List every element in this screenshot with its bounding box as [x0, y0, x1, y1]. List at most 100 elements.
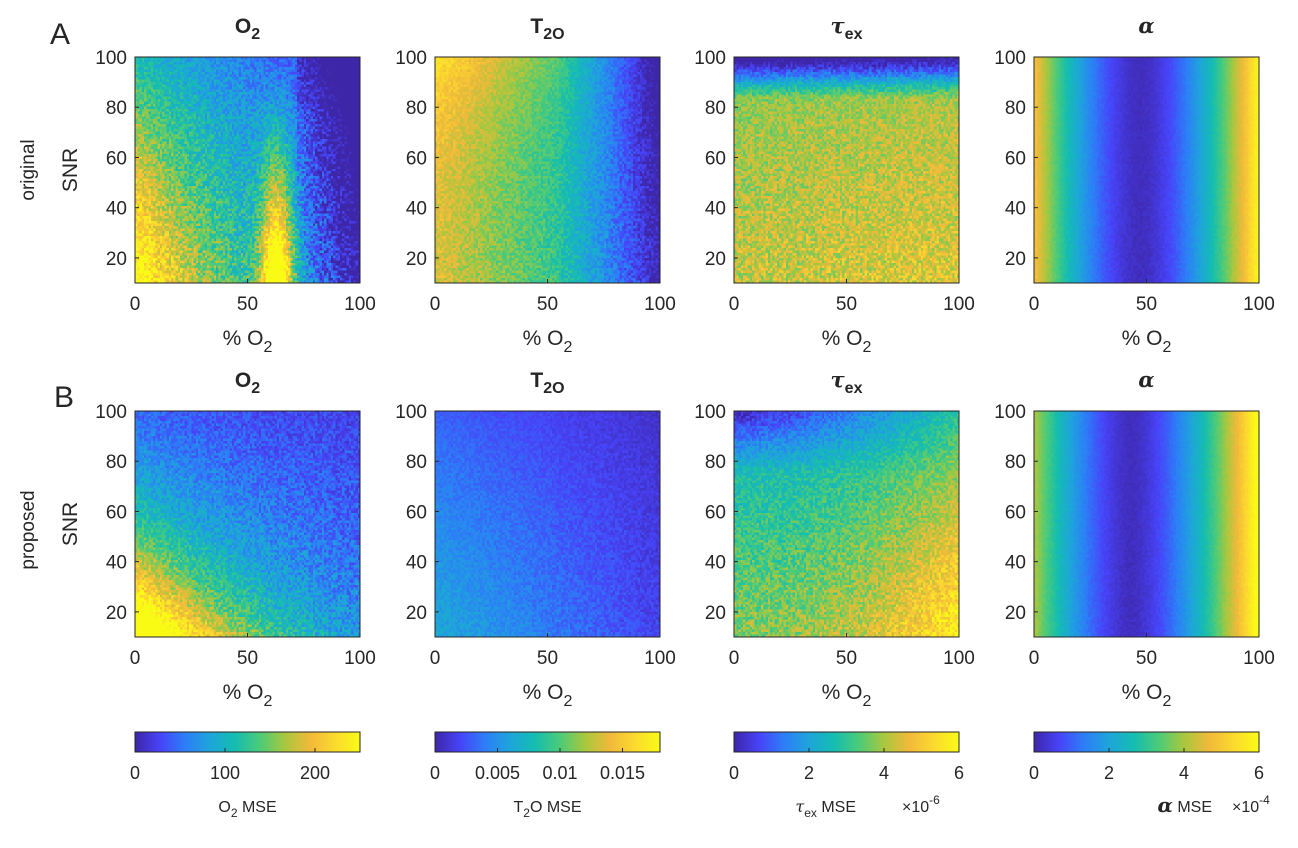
colorbar-label: O2 MSE: [218, 799, 276, 820]
x-tick-label: 50: [1136, 648, 1157, 669]
y-tick-label: 60: [106, 502, 127, 523]
y-tick-label: 20: [1005, 603, 1026, 624]
x-tick-label: 50: [836, 294, 857, 315]
y-tick-label: 80: [705, 452, 726, 473]
x-tick-label: 100: [943, 294, 975, 315]
colorbar-4: [1033, 731, 1260, 753]
heatmap-original-4: [1034, 57, 1259, 283]
y-tick-label: 80: [406, 98, 427, 119]
colorbar-tick-label: 0: [729, 763, 739, 783]
colorbar-label: α MSE: [1157, 793, 1212, 817]
panel-letter-b: B: [54, 381, 74, 414]
x-tick-label: 0: [1029, 294, 1040, 315]
x-tick-label: 100: [644, 294, 676, 315]
y-tick-label: 100: [994, 48, 1026, 69]
y-tick-label: 80: [705, 98, 726, 119]
y-tick-label: 40: [106, 553, 127, 574]
y-tick-label: 100: [95, 402, 127, 423]
x-tick-label: 100: [344, 648, 376, 669]
colorbar-2: [434, 731, 661, 753]
colorbar-label: τex MSE: [795, 797, 856, 820]
row-label-proposed: proposed: [18, 490, 39, 569]
x-axis-label: % O2: [822, 327, 872, 356]
x-tick-label: 0: [430, 648, 441, 669]
colorbar-tick-label: 0: [430, 763, 440, 783]
y-tick-label: 60: [705, 502, 726, 523]
y-tick-label: 60: [106, 148, 127, 169]
row-label-original: original: [18, 139, 39, 200]
panel-title: α: [1138, 13, 1154, 38]
y-tick-label: 60: [406, 148, 427, 169]
heatmap-proposed-2: [435, 411, 660, 637]
x-axis-label: % O2: [223, 327, 273, 356]
heatmap-original-3: [734, 57, 959, 283]
y-axis-label: SNR: [59, 148, 82, 192]
panel-title: τex: [831, 13, 863, 43]
y-tick-label: 20: [406, 603, 427, 624]
y-tick-label: 60: [1005, 148, 1026, 169]
x-tick-label: 0: [1029, 648, 1040, 669]
y-tick-label: 40: [1005, 553, 1026, 574]
panel-title: T2O: [530, 15, 564, 43]
y-tick-label: 40: [705, 199, 726, 220]
y-tick-label: 80: [1005, 452, 1026, 473]
y-tick-label: 20: [705, 249, 726, 270]
colorbar-tick-label: 0.005: [475, 763, 520, 783]
heatmap-proposed-4: [1034, 411, 1259, 637]
x-tick-label: 100: [943, 648, 975, 669]
heatmap-proposed-3: [734, 411, 959, 637]
colorbar-tick-label: 2: [804, 763, 814, 783]
y-tick-label: 20: [406, 249, 427, 270]
colorbar-exponent: ×10-6: [902, 793, 940, 816]
colorbar-tick-label: 6: [954, 763, 964, 783]
colorbar-tick-label: 0: [130, 763, 140, 783]
y-tick-label: 40: [406, 199, 427, 220]
x-tick-label: 100: [344, 294, 376, 315]
y-tick-label: 100: [95, 48, 127, 69]
x-tick-label: 50: [537, 648, 558, 669]
colorbar-3: [733, 731, 960, 753]
y-tick-label: 40: [406, 553, 427, 574]
y-tick-label: 60: [705, 148, 726, 169]
panel-title: O2: [235, 369, 260, 397]
panel-letter-a: A: [50, 18, 70, 51]
colorbar-tick-label: 2: [1104, 763, 1114, 783]
x-tick-label: 100: [1243, 648, 1275, 669]
heatmap-proposed-1: [135, 411, 360, 637]
colorbar-tick-label: 0.01: [542, 763, 577, 783]
x-tick-label: 50: [237, 294, 258, 315]
colorbar-tick-label: 200: [300, 763, 330, 783]
y-tick-label: 60: [406, 502, 427, 523]
y-tick-label: 20: [106, 603, 127, 624]
x-tick-label: 100: [1243, 294, 1275, 315]
x-axis-label: % O2: [523, 327, 573, 356]
colorbar-tick-label: 4: [1179, 763, 1189, 783]
colorbar-tick-label: 4: [879, 763, 889, 783]
y-tick-label: 20: [106, 249, 127, 270]
colorbar-label: T2O MSE: [513, 799, 581, 820]
colorbar-tick-label: 100: [210, 763, 240, 783]
y-axis-label: SNR: [59, 502, 82, 546]
y-tick-label: 80: [1005, 98, 1026, 119]
heatmap-original-1: [135, 57, 360, 283]
y-tick-label: 80: [106, 98, 127, 119]
heatmap-original-2: [435, 57, 660, 283]
x-axis-label: % O2: [822, 681, 872, 710]
x-tick-label: 50: [836, 648, 857, 669]
y-tick-label: 100: [395, 48, 427, 69]
x-tick-label: 0: [729, 648, 740, 669]
y-tick-label: 100: [694, 402, 726, 423]
y-tick-label: 100: [395, 402, 427, 423]
y-tick-label: 80: [106, 452, 127, 473]
y-tick-label: 80: [406, 452, 427, 473]
colorbar-tick-label: 6: [1254, 763, 1264, 783]
y-tick-label: 40: [705, 553, 726, 574]
y-tick-label: 100: [694, 48, 726, 69]
y-tick-label: 40: [106, 199, 127, 220]
heatmap-layer: [135, 57, 1259, 637]
panel-title: α: [1138, 367, 1154, 392]
x-tick-label: 0: [729, 294, 740, 315]
colorbar-tick-label: 0: [1029, 763, 1039, 783]
